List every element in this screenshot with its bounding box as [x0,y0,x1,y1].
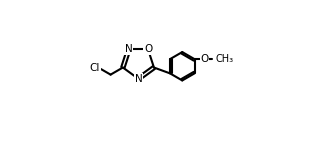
Text: N: N [135,74,142,84]
Text: CH₃: CH₃ [215,54,233,64]
Text: O: O [200,54,209,64]
Text: N: N [125,44,133,54]
Text: Cl: Cl [90,63,100,73]
Text: O: O [144,44,152,54]
